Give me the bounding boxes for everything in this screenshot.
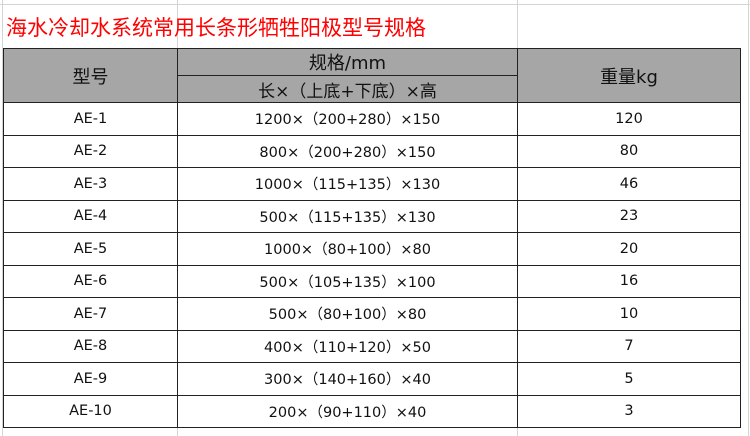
header-spec[interactable]: 规格/mm (177, 48, 518, 76)
table-row: AE-6 500×（105+135）×100 16 (3, 264, 741, 298)
cell-spec[interactable]: 500×（105+135）×100 (177, 264, 518, 298)
cell-spec[interactable]: 1200×（200+280）×150 (177, 102, 518, 136)
cell-weight[interactable]: 20 (517, 232, 741, 266)
table-row: AE-2 800×（200+280）×150 80 (3, 134, 741, 168)
cell-weight[interactable]: 80 (517, 134, 741, 168)
table-row: AE-10 200×（90+110）×40 3 (3, 394, 741, 428)
table-row: AE-1 1200×（200+280）×150 120 (3, 102, 741, 136)
table-row: AE-5 1000×（80+100）×80 20 (3, 232, 741, 266)
cell-model[interactable]: AE-6 (3, 264, 178, 298)
header-spec-sub[interactable]: 长×（上底+下底）×高 (177, 75, 518, 103)
cell-weight[interactable]: 120 (517, 102, 741, 136)
cell-weight[interactable]: 46 (517, 167, 741, 201)
cell-model[interactable]: AE-4 (3, 199, 178, 233)
cell-spec[interactable]: 500×（80+100）×80 (177, 297, 518, 331)
cell-spec[interactable]: 400×（110+120）×50 (177, 329, 518, 363)
table-row: AE-7 500×（80+100）×80 10 (3, 297, 741, 331)
cell-spec[interactable]: 200×（90+110）×40 (177, 394, 518, 428)
cell-spec[interactable]: 1000×（80+100）×80 (177, 232, 518, 266)
cell-model[interactable]: AE-8 (3, 329, 178, 363)
cell-spec[interactable]: 800×（200+280）×150 (177, 134, 518, 168)
header-weight[interactable]: 重量kg (517, 48, 741, 103)
table-row: AE-3 1000×（115+135）×130 46 (3, 167, 741, 201)
cell-model[interactable]: AE-1 (3, 102, 178, 136)
cell-model[interactable]: AE-7 (3, 297, 178, 331)
gridline (0, 4, 750, 5)
cell-model[interactable]: AE-2 (3, 134, 178, 168)
table-row: AE-8 400×（110+120）×50 7 (3, 329, 741, 363)
cell-spec[interactable]: 1000×（115+135）×130 (177, 167, 518, 201)
table-row: AE-9 300×（140+160）×40 5 (3, 362, 741, 396)
gridline (2, 0, 3, 436)
cell-model[interactable]: AE-9 (3, 362, 178, 396)
cell-weight[interactable]: 5 (517, 362, 741, 396)
sheet-title: 海水冷却水系统常用长条形牺牲阳极型号规格 (6, 16, 426, 40)
table-row: AE-4 500×（115+135）×130 23 (3, 199, 741, 233)
cell-model[interactable]: AE-3 (3, 167, 178, 201)
cell-spec[interactable]: 300×（140+160）×40 (177, 362, 518, 396)
cell-weight[interactable]: 10 (517, 297, 741, 331)
cell-weight[interactable]: 3 (517, 394, 741, 428)
cell-weight[interactable]: 23 (517, 199, 741, 233)
cell-model[interactable]: AE-10 (3, 394, 178, 428)
header-model[interactable]: 型号 (3, 48, 178, 103)
gridline (748, 0, 749, 436)
spec-table: 型号 规格/mm 重量kg 长×（上底+下底）×高 AE-1 1200×（200+… (3, 48, 741, 428)
cell-weight[interactable]: 16 (517, 264, 741, 298)
cell-spec[interactable]: 500×（115+135）×130 (177, 199, 518, 233)
cell-weight[interactable]: 7 (517, 329, 741, 363)
cell-model[interactable]: AE-5 (3, 232, 178, 266)
